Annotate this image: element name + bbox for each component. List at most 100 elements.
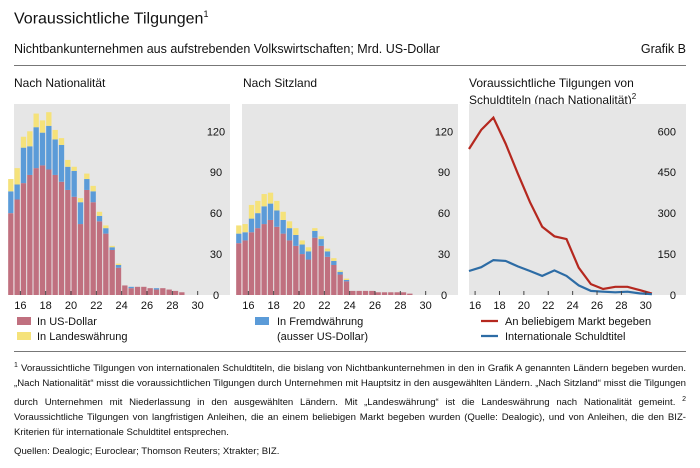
bar-in-us-dollar-16-2	[255, 228, 261, 295]
bar-in-fremdw-hrung-22-1	[96, 215, 103, 222]
panel1-ytick-30: 30	[210, 249, 222, 261]
panel1-xtick-26: 26	[141, 300, 153, 312]
panel3-ytick-300: 300	[658, 208, 676, 220]
bar-in-fremdw-hrung-18-2	[280, 219, 286, 234]
panel2-xtick-24: 24	[344, 300, 356, 312]
bar-in-us-dollar-28-2	[407, 293, 413, 295]
bar-in-landesw-hrung-23-2	[343, 278, 350, 280]
bar-in-landesw-hrung-15-2	[14, 168, 20, 185]
bar-in-landesw-hrung-19-2	[293, 228, 299, 235]
legend-label-landeswaehrung: In Landeswährung	[37, 331, 128, 343]
bar-in-us-dollar-25-2	[141, 286, 147, 295]
bar-in-us-dollar-18-2	[52, 174, 58, 295]
title-text: Voraussichtliche Tilgungen	[14, 10, 204, 28]
panel3-xtick-28: 28	[615, 300, 627, 312]
bar-in-us-dollar-26-2	[381, 292, 388, 295]
bar-in-landesw-hrung-22-2	[103, 225, 109, 229]
bar-in-us-dollar-20-2	[77, 224, 84, 295]
panel2-xtick-22: 22	[318, 300, 330, 312]
panel3-xtick-24: 24	[567, 300, 579, 312]
panel2-ytick-90: 90	[438, 167, 450, 179]
bar-in-us-dollar-19-2	[65, 189, 71, 295]
panel3-xtick-26: 26	[591, 300, 603, 312]
chart-title: Voraussichtliche Tilgungen1	[14, 9, 208, 28]
bar-in-fremdw-hrung-23-2	[343, 279, 350, 282]
bar-in-landesw-hrung-20-1	[71, 166, 77, 171]
bar-in-us-dollar-20-1	[71, 196, 77, 295]
panel1-xtick-30: 30	[192, 300, 204, 312]
panel3-xtick-20: 20	[518, 300, 530, 312]
bar-in-us-dollar-21-2	[318, 245, 324, 295]
title-footnote-mark: 1	[203, 9, 209, 19]
panel3-title-footnote-mark: 2	[631, 92, 637, 101]
panel3-title-text: Voraussichtliche Tilgungen von Schuldtit…	[469, 76, 634, 107]
bar-in-us-dollar-27-1	[160, 288, 166, 295]
panel2-xtick-28: 28	[394, 300, 406, 312]
bar-in-us-dollar-24-1	[350, 290, 356, 295]
bar-in-fremdw-hrung-17-1	[33, 127, 39, 169]
bar-in-us-dollar-18-1	[274, 226, 280, 295]
bar-in-us-dollar-27-1	[388, 292, 394, 295]
legend-swatch-landeswaehrung	[17, 332, 31, 340]
bar-in-fremdw-hrung-16-2	[27, 146, 33, 175]
bar-in-landesw-hrung-21-1	[84, 173, 90, 180]
bar-in-fremdw-hrung-24-2	[128, 286, 134, 289]
grafik-label: Grafik B	[640, 42, 686, 56]
bar-in-fremdw-hrung-15-1	[8, 191, 14, 214]
bar-in-fremdw-hrung-21-2	[90, 191, 96, 203]
footnote-mark-1: 1	[14, 362, 18, 369]
bar-in-us-dollar-22-2	[103, 233, 109, 295]
legend-label-us-dollar: In US-Dollar	[37, 316, 97, 328]
bar-in-fremdw-hrung-15-2	[14, 184, 20, 200]
bar-in-landesw-hrung-17-2	[39, 120, 46, 133]
bar-in-landesw-hrung-18-1	[46, 112, 52, 126]
bar-in-landesw-hrung-17-2	[267, 192, 274, 204]
footnote-text-1: Voraussichtliche Tilgungen von internati…	[14, 363, 686, 408]
bar-in-us-dollar-17-1	[33, 168, 39, 295]
panel3-title: Voraussichtliche Tilgungen von Schuldtit…	[469, 76, 679, 107]
bar-in-landesw-hrung-16-1	[20, 136, 27, 148]
legend-swatch-us-dollar	[17, 317, 31, 325]
bar-in-us-dollar-27-2	[166, 289, 172, 295]
panel1-xtick-24: 24	[116, 300, 128, 312]
bar-in-us-dollar-22-1	[96, 221, 103, 295]
bar-in-us-dollar-15-2	[14, 199, 20, 295]
legend-label-fremdwaehrung: In Fremdwährung	[277, 316, 363, 328]
bar-in-landesw-hrung-23-1	[337, 270, 343, 272]
bar-in-fremdw-hrung-20-2	[305, 251, 312, 260]
bar-in-us-dollar-25-2	[369, 290, 375, 295]
bar-in-landesw-hrung-21-1	[312, 228, 318, 231]
bar-in-us-dollar-20-1	[299, 254, 305, 295]
chart-subtitle: Nichtbankunternehmen aus aufstrebenden V…	[14, 42, 440, 56]
bar-in-us-dollar-26-1	[375, 292, 381, 295]
bar-in-fremdw-hrung-17-2	[39, 132, 46, 166]
bar-in-us-dollar-25-1	[362, 290, 369, 295]
top-rule	[14, 65, 686, 66]
bar-in-us-dollar-26-1	[147, 288, 153, 295]
bar-in-fremdw-hrung-16-1	[20, 147, 27, 184]
bar-in-us-dollar-16-1	[20, 183, 27, 295]
bar-in-fremdw-hrung-23-1	[109, 247, 115, 250]
footnote-text-2: Voraussichtliche Tilgungen von langfrist…	[14, 411, 686, 439]
bar-in-fremdw-hrung-19-1	[286, 228, 293, 241]
bar-in-landesw-hrung-20-2	[77, 198, 84, 203]
bar-in-us-dollar-24-2	[128, 288, 134, 295]
bar-in-us-dollar-15-1	[8, 213, 14, 295]
panel1-xtick-18: 18	[40, 300, 52, 312]
bar-in-us-dollar-25-1	[134, 286, 141, 295]
bar-in-us-dollar-23-1	[337, 274, 343, 295]
bar-in-fremdw-hrung-20-1	[299, 244, 305, 255]
panel3-ytick-450: 450	[658, 167, 676, 179]
bar-in-us-dollar-17-2	[39, 165, 46, 295]
bar-in-fremdw-hrung-23-2	[115, 264, 122, 268]
panel2-xtick-20: 20	[293, 300, 305, 312]
bar-in-fremdw-hrung-20-1	[71, 170, 77, 197]
legend-label-ausser-us-dollar: (ausser US-Dollar)	[277, 331, 368, 343]
bar-in-landesw-hrung-17-1	[261, 194, 267, 207]
bar-in-fremdw-hrung-16-2	[255, 213, 261, 229]
bar-in-fremdw-hrung-18-1	[274, 210, 280, 227]
bar-in-landesw-hrung-15-1	[8, 179, 14, 192]
panel2-ytick-120: 120	[435, 126, 453, 138]
bar-in-landesw-hrung-16-1	[248, 204, 255, 219]
